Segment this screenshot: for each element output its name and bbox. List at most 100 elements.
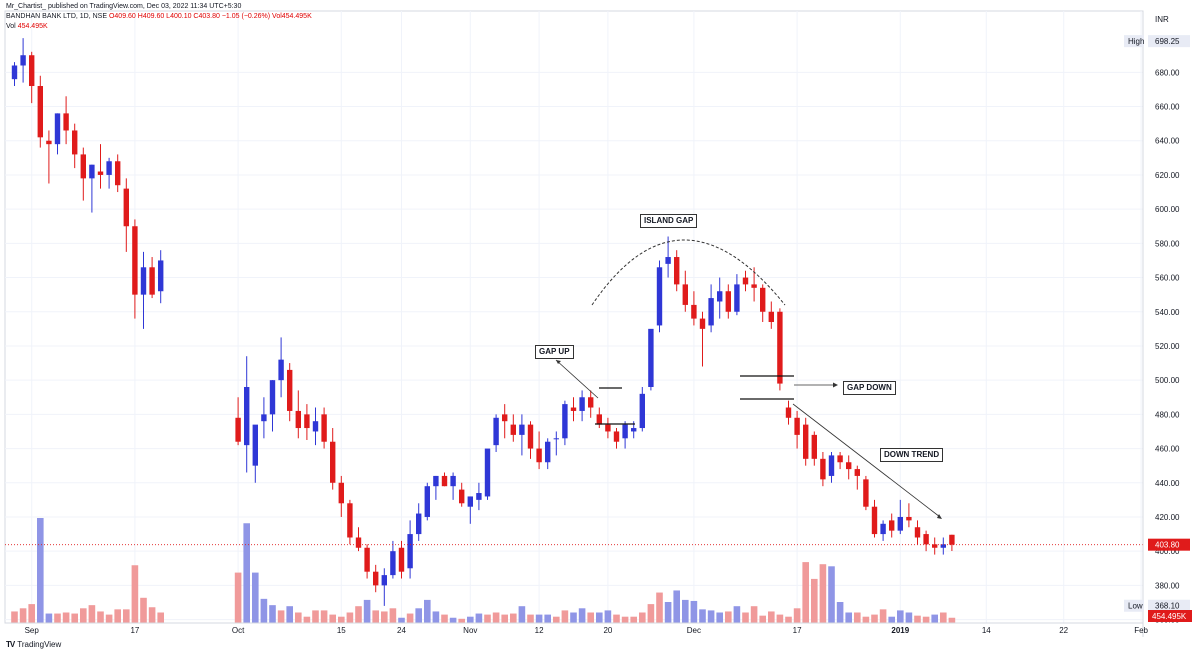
volume-bar [793, 608, 801, 623]
volume-bar [37, 518, 44, 623]
volume-value: 454.495K [17, 23, 48, 30]
volume-bar [776, 614, 784, 623]
annotation-gap-up: GAP UP [535, 345, 574, 359]
annotation-gap-down: GAP DOWN [843, 381, 896, 395]
candle [717, 277, 723, 319]
candle [441, 472, 448, 487]
candle [37, 75, 43, 148]
volume-bar [234, 572, 242, 623]
candle [828, 451, 835, 483]
candle [467, 496, 473, 524]
candle [854, 465, 860, 490]
candle [252, 424, 258, 483]
price-tick-label: 420.00 [1155, 513, 1180, 522]
candle [364, 544, 370, 579]
candle [656, 260, 663, 333]
volume-bar [836, 602, 844, 623]
candle [476, 482, 482, 511]
candle [312, 407, 319, 446]
svg-text:698.25: 698.25 [1155, 37, 1180, 46]
candle [398, 540, 405, 579]
svg-text:403.80: 403.80 [1155, 541, 1180, 550]
last-price-badge: 403.80 [1148, 538, 1190, 551]
volume-bar [802, 562, 809, 623]
candle [149, 257, 155, 299]
volume-bar [553, 616, 560, 623]
price-tick-label: 640.00 [1155, 137, 1180, 146]
candle [20, 38, 26, 83]
volume-bar [458, 618, 465, 623]
candle [269, 380, 276, 432]
volume-bar [131, 565, 139, 623]
candle [742, 270, 749, 292]
volume-bar [879, 609, 887, 623]
publisher-line: Mr_Chartist_ published on TradingView.co… [6, 3, 242, 10]
volume-bar [432, 611, 440, 623]
candle [527, 421, 534, 459]
volume-bar [656, 592, 663, 623]
down-trend-arrowhead [937, 514, 942, 519]
volume-bar [897, 610, 904, 623]
price-tick-label: 380.00 [1155, 581, 1180, 590]
candle [588, 390, 594, 418]
volume-bar [725, 611, 732, 623]
time-tick-label: 15 [337, 626, 346, 635]
volume-bar [922, 616, 930, 623]
volume-bar [828, 566, 835, 623]
volume-bar [647, 604, 655, 623]
volume-bar [441, 614, 448, 623]
volume-bar [931, 614, 938, 623]
candle [373, 564, 379, 593]
volume-bar [54, 613, 61, 623]
volume-bar [673, 590, 680, 623]
candle [682, 270, 688, 312]
candle [519, 414, 525, 456]
candle [347, 499, 353, 545]
volume-bar [363, 599, 371, 623]
volume-bar [277, 610, 285, 623]
time-tick-label: 17 [793, 626, 802, 635]
price-tick-label: 500.00 [1155, 376, 1180, 385]
candle [949, 534, 955, 552]
volume-bar [716, 612, 723, 623]
candle [536, 431, 542, 470]
volume-bar [664, 602, 672, 623]
volume-bar [518, 606, 526, 623]
price-tick-label: 540.00 [1155, 308, 1180, 317]
candle [115, 154, 121, 193]
volume-bar [785, 616, 792, 623]
candle [889, 513, 895, 538]
price-tick-label: 480.00 [1155, 410, 1180, 419]
candle [768, 301, 774, 329]
last-volume-badge: 454.495K [1148, 610, 1192, 622]
price-tick-label: 680.00 [1155, 68, 1180, 77]
time-tick-label: Nov [463, 626, 477, 635]
candle [545, 438, 551, 470]
gap-down-arrowhead [833, 382, 838, 388]
volume-bar [492, 612, 500, 623]
volume-bar [467, 616, 474, 623]
volume-bar [157, 612, 164, 623]
tradingview-logo-icon: TV [6, 640, 15, 649]
time-tick-label: 20 [603, 626, 612, 635]
candle [596, 407, 602, 429]
candle [940, 537, 946, 555]
candle [923, 530, 929, 552]
candle [794, 410, 800, 449]
candle [338, 475, 344, 517]
volume-bar [148, 607, 156, 623]
volume-bar [286, 606, 293, 623]
candle [140, 251, 147, 329]
high-price-tag: High 698.25 [1124, 35, 1190, 48]
candle [63, 96, 69, 145]
volume-bar [252, 572, 259, 623]
candle [355, 527, 362, 552]
price-tick-label: 600.00 [1155, 205, 1180, 214]
volume-bar [449, 617, 457, 623]
candle [811, 431, 817, 466]
low-price-tag: Low 368.10 [1124, 599, 1190, 612]
volume-bar [750, 606, 758, 623]
volume-bar [80, 608, 87, 623]
price-tick-label: 580.00 [1155, 239, 1180, 248]
